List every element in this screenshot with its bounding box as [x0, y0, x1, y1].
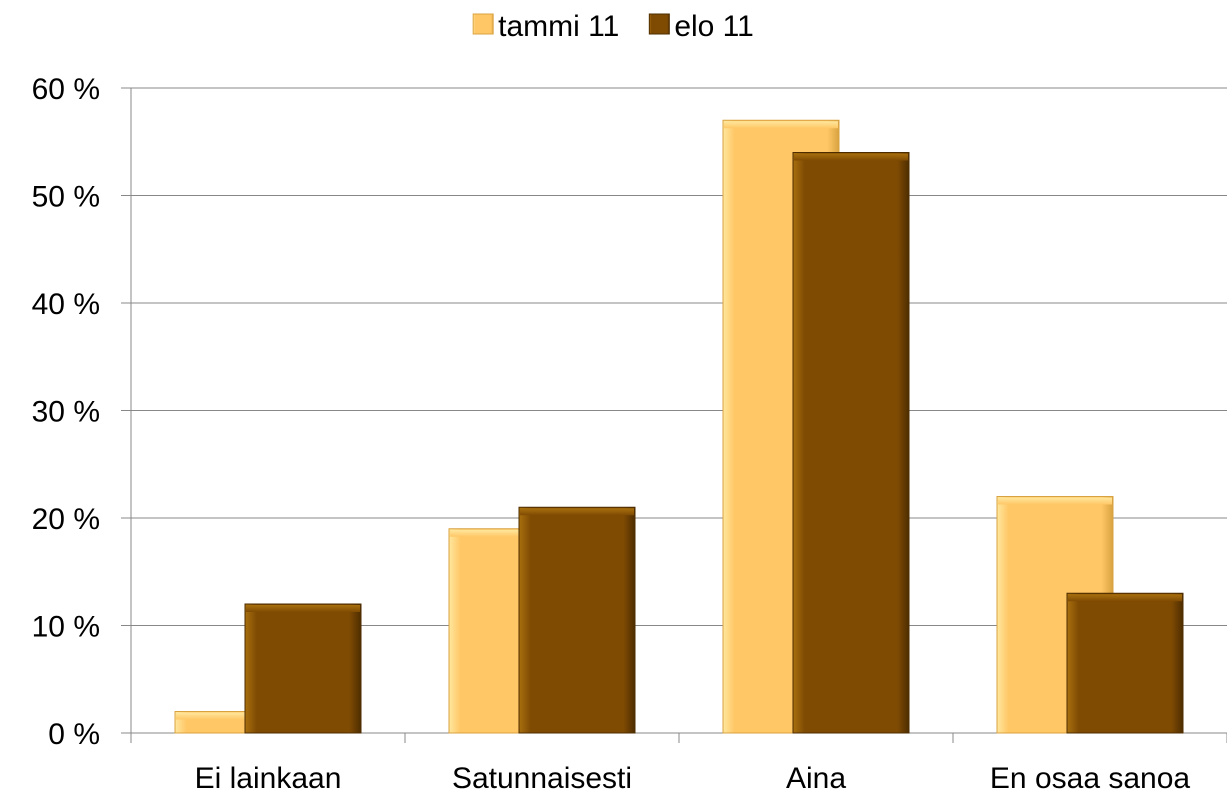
y-tick-label: 0 % — [48, 718, 100, 751]
bar — [792, 152, 910, 734]
legend-swatch — [472, 13, 494, 35]
bar-cap — [998, 497, 1112, 505]
legend-label: elo 11 — [674, 10, 754, 43]
legend: tammi 11 elo 11 — [472, 10, 754, 43]
y-tick-label: 40 % — [32, 288, 100, 321]
y-axis: 0 % 10 % 20 % 30 % 40 % 50 % 60 % — [32, 73, 132, 751]
bar-cap — [450, 529, 564, 537]
x-tick-label: Aina — [786, 762, 846, 795]
x-tick-label: En osaa sanoa — [990, 762, 1190, 795]
y-tick-label: 10 % — [32, 611, 100, 644]
x-axis: Ei lainkaan Satunnaisesti Aina En osaa sano… — [130, 732, 1227, 795]
bar-cap — [724, 121, 838, 129]
bar — [518, 506, 636, 734]
bar-body — [1066, 592, 1184, 734]
y-tick-label: 30 % — [32, 396, 100, 429]
legend-label: tammi 11 — [498, 10, 619, 43]
x-tick-label: Ei lainkaan — [195, 762, 342, 795]
bar-cap — [1068, 594, 1182, 602]
bar — [1066, 592, 1184, 734]
bar-body — [792, 152, 910, 734]
bar-cap — [794, 153, 908, 161]
bar-cap — [246, 605, 360, 612]
bar-body — [244, 603, 362, 734]
bar — [244, 603, 362, 734]
y-tick-label: 50 % — [32, 181, 100, 214]
bars — [174, 119, 1184, 734]
y-tick-label: 60 % — [32, 73, 100, 106]
legend-swatch — [648, 13, 670, 35]
bar-cap — [520, 508, 634, 516]
bar-cap — [176, 712, 290, 720]
y-tick-label: 20 % — [32, 503, 100, 536]
bar-body — [518, 506, 636, 734]
x-tick-label: Satunnaisesti — [452, 762, 632, 795]
